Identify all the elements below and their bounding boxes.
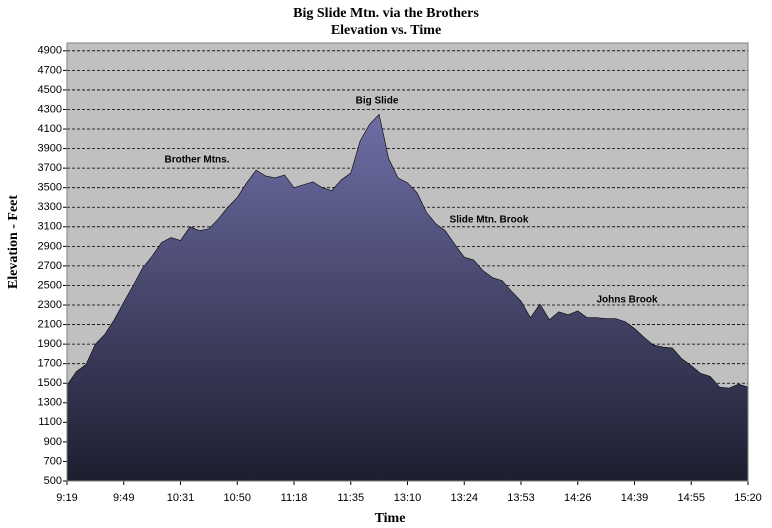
y-tick-label: 1500 [38, 377, 62, 389]
x-tick-label: 13:10 [394, 492, 422, 504]
y-tick-label: 2500 [38, 279, 62, 291]
y-tick-label: 3900 [38, 142, 62, 154]
x-tick-label: 10:31 [167, 492, 195, 504]
annotation: Johns Brook [596, 295, 658, 306]
y-tick-label: 1700 [38, 358, 62, 370]
annotation: Slide Mtn. Brook [450, 215, 529, 226]
y-tick-label: 700 [44, 455, 62, 467]
x-axis-label: Time [375, 511, 406, 526]
y-tick-label: 3500 [38, 182, 62, 194]
y-tick-label: 4100 [38, 123, 62, 135]
x-tick-label: 9:49 [113, 492, 134, 504]
x-tick-label: 14:55 [677, 492, 705, 504]
y-tick-label: 3300 [38, 201, 62, 213]
plot-border [66, 42, 749, 482]
y-tick-label: 2900 [38, 240, 62, 252]
x-tick-label: 14:26 [564, 492, 592, 504]
x-tick-label: 9:19 [56, 492, 77, 504]
y-tick-label: 2300 [38, 299, 62, 311]
y-tick-label: 4700 [38, 64, 62, 76]
y-tick-label: 500 [44, 475, 62, 487]
annotation: Big Slide [356, 96, 399, 107]
x-tick-label: 13:24 [450, 492, 478, 504]
y-tick-label: 3700 [38, 162, 62, 174]
x-tick-label: 15:20 [734, 492, 762, 504]
y-tick-label: 3100 [38, 221, 62, 233]
x-tick-label: 11:18 [281, 492, 308, 504]
x-tick-label: 13:53 [507, 492, 535, 504]
y-tick-label: 4300 [38, 103, 62, 115]
y-tick-label: 4900 [38, 45, 62, 57]
y-tick-label: 900 [44, 436, 62, 448]
x-tick-label: 11:35 [337, 492, 364, 504]
y-tick-label: 1300 [38, 397, 62, 409]
y-tick-label: 2700 [38, 260, 62, 272]
x-tick-label: 10:50 [223, 492, 251, 504]
y-tick-label: 2100 [38, 318, 62, 330]
elevation-area [66, 113, 749, 482]
y-tick-label: 1100 [38, 416, 62, 428]
annotation: Brother Mtns. [165, 155, 230, 166]
y-axis-label: Elevation - Feet [6, 195, 21, 289]
y-tick-label: 4500 [38, 84, 62, 96]
x-tick-label: 14:39 [621, 492, 649, 504]
chart-subtitle: Elevation vs. Time [331, 23, 441, 38]
y-tick-label: 1900 [38, 338, 62, 350]
chart-title: Big Slide Mtn. via the Brothers [293, 6, 479, 21]
